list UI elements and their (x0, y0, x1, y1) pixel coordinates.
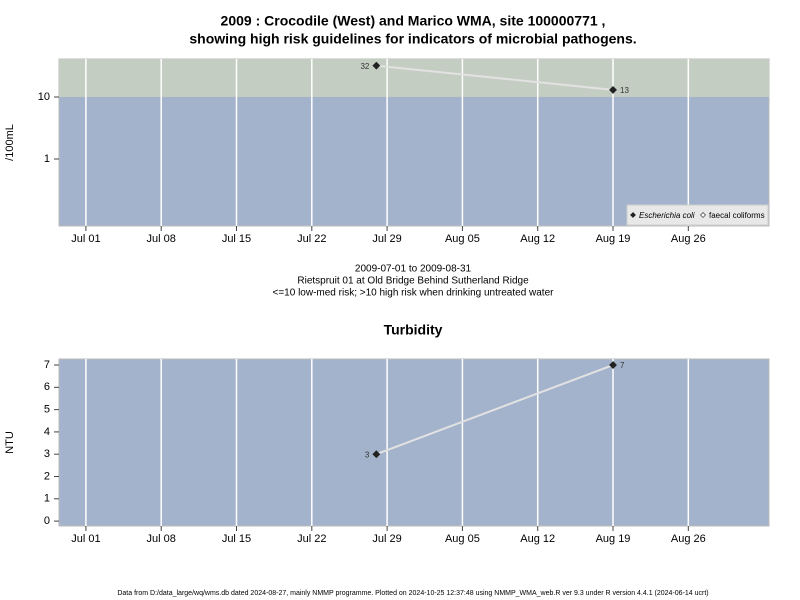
legend-marker (630, 212, 636, 218)
x-tick-label: Aug 12 (520, 533, 555, 545)
data-label: 32 (360, 62, 369, 71)
y-tick-label: 0 (44, 515, 50, 527)
x-tick-label: Jul 29 (372, 533, 401, 545)
x-tick-label: Aug 19 (596, 233, 631, 245)
high-risk-band (59, 59, 769, 97)
y-axis-label: /100mL (4, 124, 16, 161)
data-point (372, 450, 381, 459)
y-tick-label: 10 (38, 91, 50, 103)
x-tick-label: Jul 01 (71, 533, 100, 545)
legend-label: Escherichia coli (639, 211, 695, 220)
x-tick-label: Jul 22 (297, 533, 326, 545)
y-axis-label: NTU (4, 431, 16, 454)
legend-box (626, 204, 769, 226)
y-tick-label: 1 (44, 153, 50, 165)
y-tick-label: 7 (44, 359, 50, 371)
x-tick-label: Jul 15 (222, 233, 251, 245)
x-tick-label: Jul 08 (147, 533, 176, 545)
legend-marker (700, 212, 706, 218)
legend-label: faecal coliforms (709, 211, 765, 220)
y-tick-label: 5 (44, 404, 50, 416)
x-tick-label: Jul 01 (71, 233, 100, 245)
data-label: 7 (620, 361, 625, 370)
x-tick-label: Jul 08 (147, 233, 176, 245)
caption-line: Rietspruit 01 at Old Bridge Behind Suthe… (297, 276, 529, 287)
data-label: 3 (365, 450, 370, 459)
y-tick-label: 4 (44, 426, 50, 438)
x-tick-label: Aug 19 (596, 533, 631, 545)
x-tick-label: Jul 29 (372, 233, 401, 245)
series-line (375, 364, 614, 456)
chart-title: 2009 : Crocodile (West) and Marico WMA, … (221, 13, 606, 29)
chart-title: showing high risk guidelines for indicat… (189, 31, 636, 47)
caption-line: <=10 low-med risk; >10 high risk when dr… (273, 288, 555, 299)
x-tick-label: Aug 05 (445, 533, 480, 545)
series-line (376, 64, 614, 91)
y-tick-label: 3 (44, 448, 50, 460)
chart-title: Turbidity (384, 322, 443, 338)
y-tick-label: 6 (44, 381, 50, 393)
x-tick-label: Aug 26 (671, 233, 706, 245)
plot-background (58, 358, 770, 527)
data-label: 13 (620, 86, 629, 95)
y-tick-label: 2 (44, 470, 50, 482)
x-tick-label: Aug 05 (445, 233, 480, 245)
x-tick-label: Aug 12 (520, 233, 555, 245)
x-tick-label: Aug 26 (671, 533, 706, 545)
data-point (609, 86, 617, 94)
data-point (609, 361, 617, 369)
footer: Data from D:/data_large/wq/wms.db dated … (117, 590, 708, 597)
x-tick-label: Jul 15 (222, 533, 251, 545)
y-tick-label: 1 (44, 493, 50, 505)
caption-line: 2009-07-01 to 2009-08-31 (355, 264, 472, 275)
x-tick-label: Jul 22 (297, 233, 326, 245)
data-point (372, 61, 381, 70)
